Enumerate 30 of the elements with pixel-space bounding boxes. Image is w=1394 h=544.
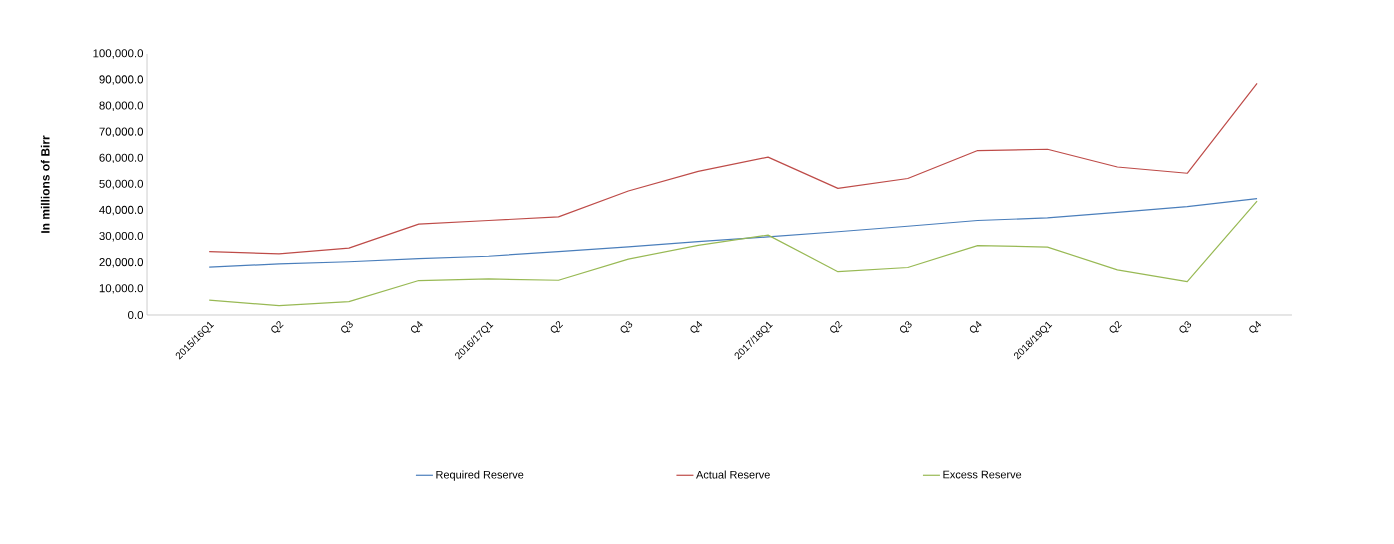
y-tick-label: 100,000.0 (93, 49, 144, 59)
x-tick-label: Q3 (900, 321, 912, 333)
y-tick-label: 10,000.0 (99, 284, 144, 294)
x-tick-label: Q4 (690, 320, 703, 333)
line-series (208, 200, 1258, 307)
line-series (208, 197, 1258, 268)
y-tick-label: 0.0 (128, 310, 144, 320)
legend-label: Required Reserve (436, 470, 524, 481)
y-tick-label: 20,000.0 (99, 258, 144, 268)
x-tick-label: Q2 (830, 321, 843, 333)
y-tick-label: 50,000.0 (99, 179, 144, 190)
y-tick-label: 60,000.0 (99, 153, 144, 164)
x-tick-label: Q3 (341, 321, 353, 333)
line-series (208, 82, 1258, 255)
legend-label: Actual Reserve (696, 470, 770, 479)
x-tick-label: Q3 (1179, 321, 1192, 333)
y-tick-label: 90,000.0 (99, 75, 144, 85)
y-axis-title: In millions of Birr (40, 135, 50, 233)
y-tick-label: 30,000.0 (99, 231, 144, 242)
legend-label: Excess Reserve (943, 470, 1022, 479)
y-tick-label: 40,000.0 (99, 205, 144, 216)
x-tick-label: Q2 (1109, 321, 1122, 333)
x-tick-label: Q3 (620, 321, 633, 333)
y-tick-label: 70,000.0 (99, 127, 144, 138)
x-tick-label: Q2 (271, 321, 284, 333)
x-tick-label: Q4 (410, 320, 423, 333)
x-tick-label: Q4 (1249, 320, 1262, 333)
x-tick-label: Q2 (550, 321, 564, 333)
x-tick-label: Q4 (969, 320, 982, 333)
y-tick-label: 80,000.0 (99, 101, 144, 111)
